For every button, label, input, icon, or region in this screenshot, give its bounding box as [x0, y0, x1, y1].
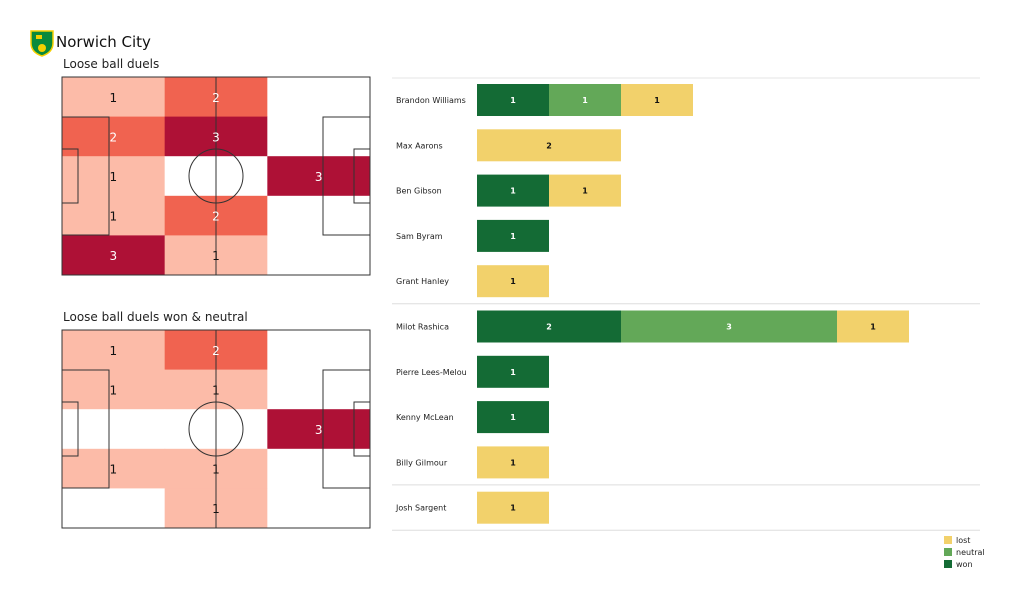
heatmap-cell-label: 1: [110, 463, 118, 477]
bar-won: [477, 84, 549, 116]
bar-won: [477, 401, 549, 434]
right-six-yard-box: [353, 148, 371, 204]
heatmap-cell-label: 2: [212, 344, 220, 358]
bar-label: 1: [510, 187, 516, 196]
heatmap-cell: [62, 235, 166, 276]
bar-label: 1: [510, 413, 516, 422]
legend-label-lost: lost: [956, 536, 970, 545]
bar-label: 1: [510, 504, 516, 513]
legend-label-neutral: neutral: [956, 548, 985, 557]
bar-lost: [477, 491, 549, 524]
heatmap-cell: [62, 369, 166, 410]
player-label: Kenny McLean: [396, 413, 454, 422]
player-label: Milot Rashica: [396, 323, 449, 332]
heatmap-cell-label: 2: [212, 210, 220, 224]
heatmap-cell: [62, 448, 166, 489]
heatmap-cell-label: 1: [212, 502, 220, 516]
bar-label: 1: [582, 96, 588, 105]
bar-label: 1: [510, 96, 516, 105]
heatmap-cell-label: 3: [315, 170, 323, 184]
player-label: Grant Hanley: [396, 277, 449, 286]
heatmap-cell: [62, 409, 166, 450]
heatmap-cell: [267, 369, 371, 410]
player-label: Max Aarons: [396, 141, 443, 150]
bar-won: [477, 355, 549, 388]
bar-label: 1: [510, 368, 516, 377]
left-six-yard-box: [61, 401, 79, 457]
bar-label: 1: [510, 232, 516, 241]
legend-swatch-neutral: [944, 548, 952, 556]
bar-lost: [477, 446, 549, 479]
bar-neutral: [621, 310, 837, 343]
left-six-yard-box: [61, 148, 79, 204]
heatmap-cell: [267, 448, 371, 489]
heatmap-cell: [267, 330, 371, 371]
player-label: Pierre Lees-Melou: [396, 368, 467, 377]
bar-neutral: [549, 84, 621, 116]
heatmap-cell-label: 1: [110, 91, 118, 105]
heatmap-cell: [62, 488, 166, 529]
heatmap-title-won-neutral: Loose ball duels won & neutral: [63, 310, 248, 324]
legend-swatch-lost: [944, 536, 952, 544]
heatmap-cell-label: 1: [212, 249, 220, 263]
bar-won: [477, 310, 621, 343]
team-name: Norwich City: [56, 33, 151, 51]
player-label: Ben Gibson: [396, 187, 442, 196]
heatmap-cell-label: 1: [212, 463, 220, 477]
heatmap-cell-label: 1: [110, 170, 118, 184]
player-label: Josh Sargent: [395, 504, 446, 513]
bar-label: 1: [582, 187, 588, 196]
bar-lost: [621, 84, 693, 116]
player-label: Sam Byram: [396, 232, 443, 241]
team-crest-icon: [30, 30, 54, 57]
heatmap-cell-label: 1: [110, 383, 118, 397]
bar-label: 2: [546, 323, 552, 332]
heatmap-cell: [267, 195, 371, 236]
player-label: Billy Gilmour: [396, 458, 448, 467]
heatmap-cell: [62, 116, 166, 157]
bar-lost: [477, 265, 549, 298]
heatmap-cell-label: 1: [110, 344, 118, 358]
bar-label: 1: [870, 323, 876, 332]
heatmap-cell: [267, 488, 371, 529]
bar-label: 2: [546, 141, 552, 150]
legend-swatch-won: [944, 560, 952, 568]
bar-label: 1: [510, 458, 516, 467]
bar-won: [477, 219, 549, 252]
centre-circle: [188, 148, 244, 204]
bar-lost: [477, 129, 621, 162]
heatmap-cell-label: 1: [110, 210, 118, 224]
heatmap-cell: [267, 409, 371, 450]
legend-label-won: won: [956, 560, 973, 569]
bar-lost: [549, 174, 621, 207]
heatmap-cell-label: 1: [212, 383, 220, 397]
heatmap-cell-label: 2: [110, 130, 118, 144]
heatmap-cell: [267, 156, 371, 197]
heatmap-cell: [62, 330, 166, 371]
heatmap-title-all: Loose ball duels: [63, 57, 160, 71]
player-label: Brandon Williams: [396, 96, 466, 105]
heatmap-cell: [62, 156, 166, 197]
heatmap-cell-label: 2: [212, 91, 220, 105]
bar-lost: [837, 310, 909, 343]
heatmap-cell: [267, 235, 371, 276]
right-six-yard-box: [353, 401, 371, 457]
heatmap-cell: [62, 195, 166, 236]
heatmap-cell: [62, 77, 166, 118]
centre-circle: [188, 401, 244, 457]
heatmap-cell-label: 3: [212, 130, 220, 144]
heatmap-cell: [267, 116, 371, 157]
bar-label: 1: [654, 96, 660, 105]
heatmap-cell-label: 3: [315, 423, 323, 437]
bar-label: 1: [510, 277, 516, 286]
heatmap-cell-label: 3: [110, 249, 118, 263]
bar-won: [477, 174, 549, 207]
bar-label: 3: [726, 323, 732, 332]
heatmap-cell: [267, 77, 371, 118]
